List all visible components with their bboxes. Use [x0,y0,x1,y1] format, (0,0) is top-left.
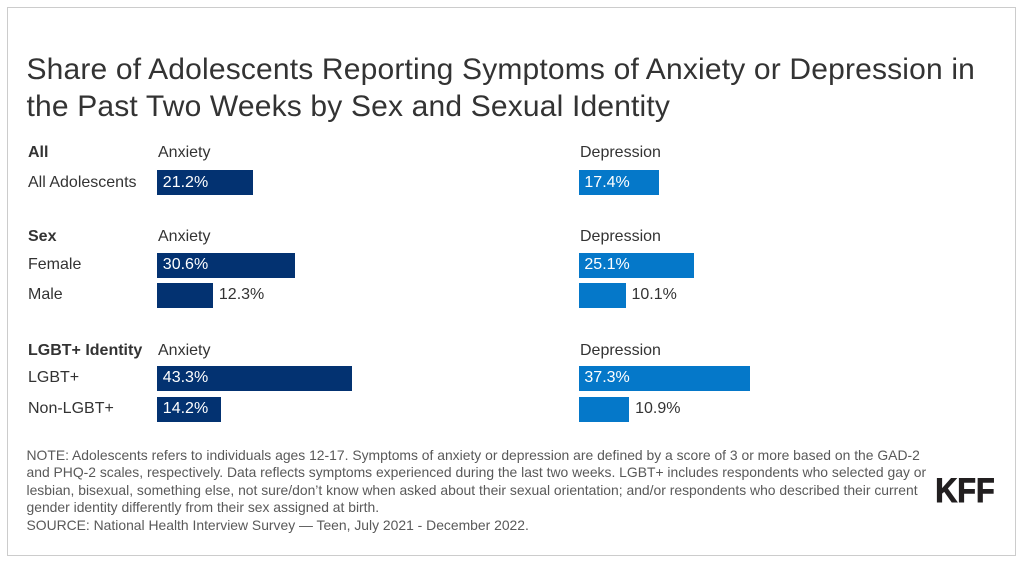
svg-text:KFF: KFF [935,472,995,510]
